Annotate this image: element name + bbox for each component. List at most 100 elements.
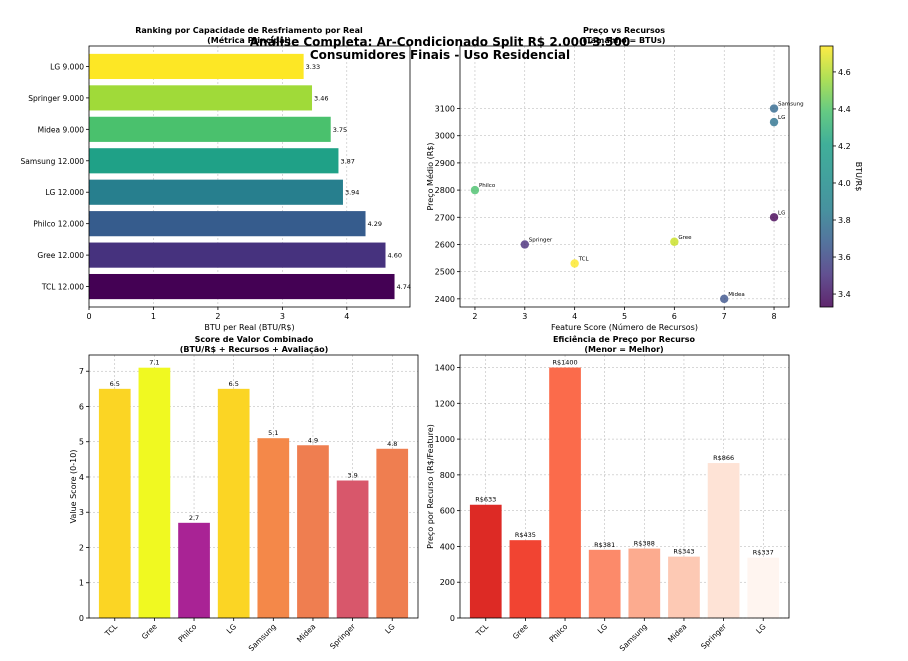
colorbar-tick-label: 3.8 (838, 216, 851, 225)
chart2-subtitle: (Tamanho = BTUs) (583, 36, 666, 45)
chart3-category-label: Midea (295, 622, 317, 644)
chart4-bar (668, 556, 700, 618)
chart1-x-tick-label: 2 (215, 312, 220, 321)
chart3-value-label: 6.5 (110, 380, 120, 388)
chart4-value-label: R$381 (594, 541, 615, 549)
chart1-bar (89, 148, 339, 174)
chart2-point (470, 185, 480, 195)
chart4-bar (588, 549, 621, 618)
chart1-category-label: Midea 9.000 (38, 125, 85, 134)
chart2-point-label: LG (778, 115, 785, 121)
chart1-ranking-btu-per-real: 0 1 2 3 4 4.74 TCL 12.000 4.60 Gree 12.000 4.29 Ph… (21, 45, 411, 332)
chart4-category-label: LG (754, 622, 768, 636)
chart4-category-label: LG (596, 622, 610, 636)
chart1-value-label: 4.74 (397, 283, 411, 291)
chart2-x-axis-label: Feature Score (Número de Recursos) (551, 323, 698, 332)
chart2-y-tick-label: 3000 (435, 132, 455, 141)
chart3-value-label: 2.7 (189, 514, 199, 522)
chart2-y-tick-label: 2800 (435, 186, 455, 195)
chart1-value-label: 3.87 (340, 157, 354, 165)
chart2-x-tick-label: 8 (771, 312, 776, 321)
chart4-price-per-feature: 0 200 400 600 800 1000 1200 1400 R$633 TCL R$435 Gr… (426, 354, 790, 653)
chart4-bar (509, 540, 542, 618)
chart4-category-label: Midea (666, 622, 688, 644)
chart3-y-tick-label: 2 (79, 543, 84, 552)
chart2-y-tick-label: 2500 (435, 268, 455, 277)
chart3-bar (98, 388, 131, 618)
chart2-y-tick-label: 2900 (435, 159, 455, 168)
colorbar-tick-label: 4.2 (838, 142, 851, 151)
chart3-y-tick-label: 1 (79, 579, 84, 588)
chart1-subtitle: (Métrica Principal) (207, 35, 291, 45)
chart1-x-tick-label: 1 (151, 312, 156, 321)
chart3-category-label: Philco (176, 622, 198, 644)
colorbar-tick-label: 4.0 (838, 179, 851, 188)
chart3-bar (376, 448, 409, 618)
chart3-value-label: 5.1 (268, 429, 278, 437)
chart3-y-tick-label: 0 (79, 614, 84, 623)
chart4-bar (628, 548, 661, 618)
chart3-y-tick-label: 3 (79, 508, 84, 517)
chart3-bar (336, 480, 369, 618)
colorbar-tick-label: 3.6 (838, 253, 851, 262)
chart4-value-label: R$343 (673, 548, 694, 556)
colorbar-frame (819, 45, 834, 308)
chart4-value-label: R$388 (634, 540, 655, 548)
chart2-point (520, 240, 530, 249)
chart4-title: Eficiência de Preço por Recurso (553, 334, 696, 344)
chart3-category-label: LG (225, 622, 239, 636)
chart1-category-label: LG 12.000 (45, 188, 84, 197)
chart3-category-label: TCL (103, 621, 120, 638)
chart2-point (769, 104, 779, 113)
chart2-x-tick-label: 2 (472, 312, 477, 321)
chart3-y-tick-label: 4 (79, 473, 84, 482)
chart1-category-label: Philco 12.000 (33, 220, 84, 229)
chart3-value-label: 7.1 (149, 359, 159, 367)
chart3-y-tick-label: 7 (79, 367, 84, 376)
colorbar-gradient (820, 46, 833, 307)
chart1-bar (89, 85, 313, 111)
chart4-value-label: R$866 (713, 454, 734, 462)
chart1-category-label: TCL 12.000 (41, 283, 84, 292)
chart2-y-tick-label: 2700 (435, 213, 455, 222)
figure-suptitle-line2: Consumidores Finais - Uso Residencial (310, 48, 570, 62)
chart4-subtitle: (Menor = Melhor) (584, 345, 663, 354)
chart1-x-tick-label: 0 (86, 312, 91, 321)
chart4-category-label: Philco (547, 622, 569, 644)
chart1-frame (88, 45, 411, 308)
chart3-value-label: 4.8 (387, 440, 397, 448)
chart1-bar (89, 242, 386, 268)
chart1-value-label: 3.94 (345, 189, 359, 197)
chart2-point-label: LG (778, 210, 785, 216)
chart1-title: Ranking por Capacidade de Resfriamento p… (135, 26, 363, 35)
chart3-bar (178, 522, 210, 618)
chart1-category-label: LG 9.000 (50, 62, 84, 71)
colorbar-tick-label: 4.4 (838, 105, 851, 114)
chart3-bar (297, 445, 329, 618)
chart4-bar (747, 557, 780, 618)
chart3-category-label: Springer (328, 621, 358, 651)
chart2-y-tick-label: 2400 (435, 295, 455, 304)
chart1-category-label: Gree 12.000 (37, 251, 84, 260)
chart4-category-label: Springer (699, 621, 729, 651)
chart2-point-label: TCL (578, 257, 590, 263)
chart4-y-tick-label: 600 (440, 507, 455, 516)
chart3-y-tick-label: 6 (79, 402, 84, 411)
chart2-x-tick-label: 4 (572, 312, 577, 321)
chart2-x-tick-label: 5 (622, 312, 627, 321)
chart3-title: Score de Valor Combinado (195, 335, 314, 344)
chart3-y-axis-label: Value Score (0-10) (69, 450, 78, 524)
colorbar-tick-label: 3.4 (838, 290, 851, 299)
chart3-bar (257, 438, 290, 618)
chart2-y-tick-label: 3100 (435, 105, 455, 114)
chart4-bar (549, 367, 581, 618)
chart4-bar (469, 504, 502, 618)
chart2-point (769, 213, 779, 222)
figure-suptitle-line1: Análise Completa: Ar-Condicionado Split … (250, 35, 630, 49)
chart4-value-label: R$1400 (552, 359, 577, 367)
chart4-y-tick-label: 0 (450, 614, 455, 623)
chart1-bar (89, 273, 395, 300)
chart3-combined-value-score: 0 1 2 3 4 5 6 7 6.5 TCL 7.1 Gree 2.7 Philco 6.5 LG 5.1 Sa… (69, 354, 419, 653)
chart2-point-label: Philco (479, 183, 496, 189)
